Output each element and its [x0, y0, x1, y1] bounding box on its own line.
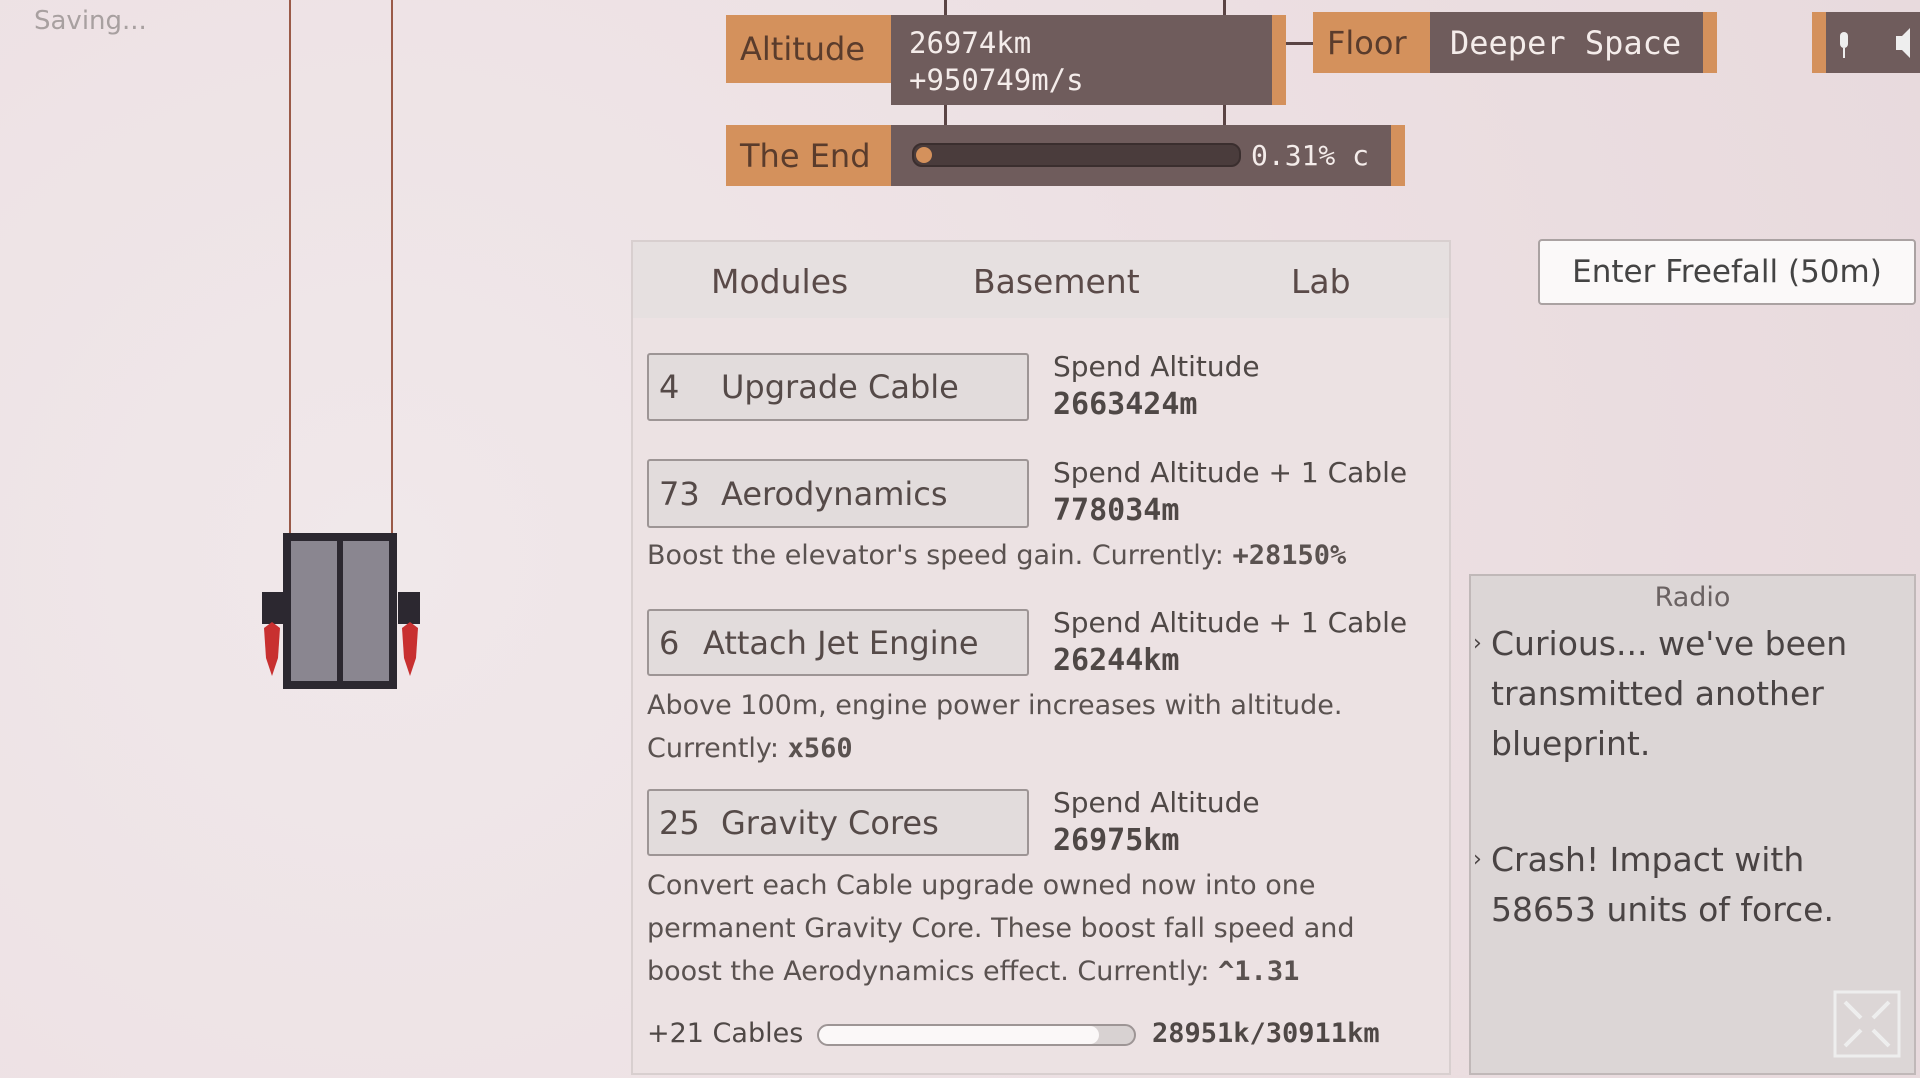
- count: 6: [659, 623, 680, 662]
- current-value: +28150%: [1232, 540, 1347, 571]
- cost: Spend Altitude 26975km: [1053, 786, 1260, 858]
- description-text: Convert each Cable upgrade owned now int…: [647, 870, 1355, 987]
- audio-icons: [1840, 28, 1910, 58]
- cost-label: Spend Altitude: [1053, 786, 1260, 819]
- radio-message: › Crash! Impact with 58653 units of force…: [1473, 840, 1834, 929]
- cost-value: 778034m: [1053, 493, 1180, 528]
- cables-progress-track: [817, 1024, 1136, 1046]
- current-value: x560: [787, 733, 853, 764]
- upgrade-button[interactable]: 6 Attach Jet Engine: [647, 609, 1029, 676]
- audio-controls[interactable]: [1812, 12, 1920, 73]
- tab[interactable]: Basement: [973, 262, 1140, 301]
- upgrade-button[interactable]: 25 Gravity Cores: [647, 789, 1029, 856]
- message-text: Crash! Impact with 58653 units of force.: [1491, 840, 1834, 929]
- upgrade-name: Gravity Cores: [721, 803, 939, 842]
- end-progress-fill: [916, 147, 932, 163]
- radio-panel: Radio › Curious... we've been transmitted…: [1469, 574, 1916, 1075]
- upgrade-button[interactable]: 73 Aerodynamics: [647, 459, 1029, 528]
- cables-progress: 28951k/30911km: [1152, 1018, 1380, 1049]
- cost-label: Spend Altitude + 1 Cable: [1053, 606, 1408, 639]
- description-text: Above 100m, engine power increases with …: [647, 690, 1343, 764]
- radio-title: Radio: [1654, 582, 1731, 613]
- tab[interactable]: Lab: [1291, 262, 1351, 301]
- freefall-button[interactable]: Enter Freefall (50m): [1538, 239, 1916, 305]
- count: 25: [659, 803, 700, 842]
- floor-label: Floor: [1313, 12, 1430, 73]
- count: 73: [659, 474, 700, 513]
- save-status: Saving...: [34, 6, 147, 36]
- message-text: Curious... we've been transmitted anothe…: [1491, 624, 1848, 763]
- cables-progress-fill: [819, 1026, 1099, 1044]
- cost: Spend Altitude + 1 Cable 26244km: [1053, 606, 1407, 678]
- cost-label: Spend Altitude + 1 Cable: [1053, 456, 1408, 489]
- the-end-label: The End: [726, 125, 891, 186]
- cables-label: +21 Cables: [647, 1018, 804, 1049]
- tab[interactable]: Modules: [711, 262, 849, 301]
- cost-label: Spend Altitude: [1053, 350, 1260, 383]
- description: Above 100m, engine power increases with …: [647, 684, 1367, 770]
- the-end-bar: 0.31% c: [891, 125, 1405, 186]
- speed: +950749m/s: [909, 63, 1084, 97]
- description: Convert each Cable upgrade owned now int…: [647, 864, 1407, 993]
- description: Boost the elevator's speed gain. Current…: [647, 534, 1407, 577]
- upgrade-name: Attach Jet Engine: [703, 623, 979, 662]
- floor-value: Deeper Space: [1430, 12, 1717, 73]
- the-end-value: 0.31% c: [1251, 139, 1370, 172]
- tab-bar: Modules Basement Lab: [633, 242, 1449, 318]
- description-text: Boost the elevator's speed gain. Current…: [647, 540, 1224, 571]
- cost: Spend Altitude 2663424m: [1053, 350, 1260, 422]
- radio-message: › Curious... we've been transmitted anoth…: [1473, 624, 1848, 763]
- elevator: [262, 0, 420, 689]
- cost-value: 26975km: [1053, 823, 1180, 858]
- cost-value: 26244km: [1053, 643, 1180, 678]
- cost-value: 2663424m: [1053, 387, 1198, 422]
- count: 4: [659, 368, 680, 406]
- cost: Spend Altitude + 1 Cable 778034m: [1053, 456, 1407, 528]
- fullscreen-icon[interactable]: [1833, 990, 1903, 1060]
- end-progress-track: [912, 143, 1241, 167]
- upgrade-button[interactable]: 4 Upgrade Cable: [647, 353, 1029, 421]
- altitude-label: Altitude: [726, 15, 891, 83]
- upgrade-name: Upgrade Cable: [721, 368, 959, 406]
- altitude: 26974km: [909, 26, 1032, 60]
- upgrade-name: Aerodynamics: [721, 474, 948, 513]
- current-value: ^1.31: [1218, 956, 1300, 987]
- altitude-value: 26974km +950749m/s: [891, 15, 1286, 105]
